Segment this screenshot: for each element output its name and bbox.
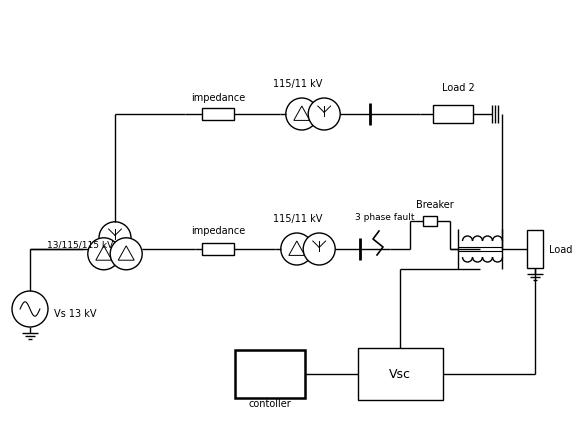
Bar xyxy=(202,244,234,255)
Text: 115/11 kV: 115/11 kV xyxy=(273,79,323,89)
Circle shape xyxy=(303,233,335,265)
Circle shape xyxy=(110,238,142,270)
Polygon shape xyxy=(96,246,112,261)
Circle shape xyxy=(308,99,340,131)
Bar xyxy=(433,106,473,124)
Text: Vs 13 kV: Vs 13 kV xyxy=(54,308,97,318)
Text: 115/11 kV: 115/11 kV xyxy=(273,213,323,223)
Text: 13/115/115 kV: 13/115/115 kV xyxy=(47,240,113,249)
Circle shape xyxy=(281,233,313,265)
Polygon shape xyxy=(118,246,134,261)
Text: 3 phase fault: 3 phase fault xyxy=(355,212,415,222)
Text: impedance: impedance xyxy=(191,93,245,103)
Circle shape xyxy=(99,223,131,254)
Bar xyxy=(423,216,437,226)
Text: Load: Load xyxy=(549,244,572,254)
Polygon shape xyxy=(294,107,310,121)
Text: Load 2: Load 2 xyxy=(442,83,475,93)
Circle shape xyxy=(286,99,318,131)
Bar xyxy=(358,348,443,400)
Circle shape xyxy=(12,291,48,327)
Polygon shape xyxy=(289,241,305,256)
Bar xyxy=(527,230,543,268)
Text: impedance: impedance xyxy=(191,226,245,236)
Bar xyxy=(235,350,305,398)
Text: contoller: contoller xyxy=(249,398,291,408)
Text: Breaker: Breaker xyxy=(416,200,454,209)
Text: Vsc: Vsc xyxy=(389,367,411,381)
Bar xyxy=(202,109,234,121)
Circle shape xyxy=(88,238,120,270)
